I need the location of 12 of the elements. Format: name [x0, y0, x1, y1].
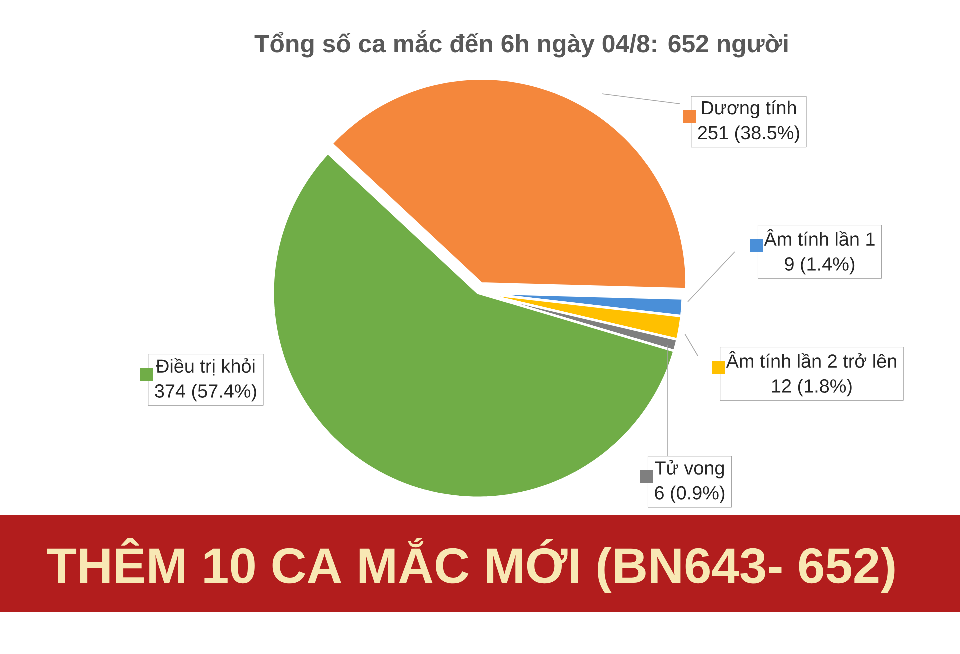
data-label: 9 (1.4%) — [785, 257, 855, 275]
data-label: 12 (1.8%) — [772, 379, 852, 397]
data-label: 374 (57.4%) — [155, 384, 256, 402]
legend-label: Tử vong — [655, 460, 724, 479]
legend-label: Âm tính lần 1 — [764, 229, 875, 246]
data-label: 6 (0.9%) — [655, 486, 725, 504]
legend-label: Âm tính lần 2 trở lên — [726, 351, 896, 368]
legend-label: Điều trị khỏi — [156, 358, 255, 376]
data-label: 251 (38.5%) — [698, 126, 800, 144]
text: THÊM 10 CA MẮC MỚI (BN643- 652) — [47, 538, 895, 594]
legend-label: Dương tính — [702, 100, 796, 118]
chart-title: Tổng số ca mắc đến 6h ngày 04/8: 652 người — [254, 30, 788, 58]
